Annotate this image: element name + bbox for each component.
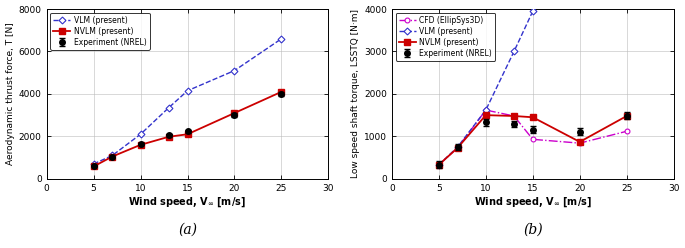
- VLM (present): [230, 69, 238, 72]
- NVLM (present): [510, 115, 518, 118]
- NVLM (present): [575, 140, 584, 143]
- Text: (a): (a): [178, 223, 197, 237]
- VLM (present): [510, 50, 518, 53]
- NVLM (present): [277, 90, 286, 93]
- VLM (present): [435, 163, 443, 166]
- NVLM (present): [230, 112, 238, 115]
- CFD (EllipSys3D): [482, 109, 490, 112]
- CFD (EllipSys3D): [623, 130, 631, 133]
- VLM (present): [482, 109, 490, 112]
- Line: VLM (present): VLM (present): [91, 36, 284, 166]
- NVLM (present): [482, 114, 490, 117]
- CFD (EllipSys3D): [510, 115, 518, 118]
- X-axis label: Wind speed, V$_\infty$ [m/s]: Wind speed, V$_\infty$ [m/s]: [128, 195, 247, 209]
- Line: CFD (EllipSys3D): CFD (EllipSys3D): [436, 108, 629, 167]
- VLM (present): [529, 10, 537, 13]
- Y-axis label: Aerodynamic thrust force, T [N]: Aerodynamic thrust force, T [N]: [5, 23, 14, 165]
- CFD (EllipSys3D): [435, 163, 443, 166]
- Line: VLM (present): VLM (present): [436, 9, 535, 167]
- Line: NVLM (present): NVLM (present): [91, 89, 284, 169]
- VLM (present): [90, 162, 98, 165]
- Legend: VLM (present), NVLM (present), Experiment (NREL): VLM (present), NVLM (present), Experimen…: [51, 13, 150, 50]
- NVLM (present): [164, 135, 173, 138]
- CFD (EllipSys3D): [453, 146, 462, 149]
- Line: NVLM (present): NVLM (present): [436, 112, 630, 168]
- Text: (b): (b): [523, 223, 543, 237]
- NVLM (present): [136, 143, 145, 146]
- VLM (present): [108, 154, 116, 157]
- NVLM (present): [453, 146, 462, 149]
- CFD (EllipSys3D): [529, 138, 537, 141]
- VLM (present): [136, 133, 145, 136]
- NVLM (present): [108, 155, 116, 158]
- VLM (present): [277, 37, 286, 40]
- NVLM (present): [529, 116, 537, 119]
- NVLM (present): [90, 165, 98, 168]
- VLM (present): [164, 106, 173, 109]
- VLM (present): [184, 89, 192, 92]
- NVLM (present): [623, 115, 631, 118]
- NVLM (present): [435, 163, 443, 166]
- Legend: CFD (EllipSys3D), VLM (present), NVLM (present), Experiment (NREL): CFD (EllipSys3D), VLM (present), NVLM (p…: [396, 13, 495, 61]
- NVLM (present): [184, 133, 192, 136]
- CFD (EllipSys3D): [575, 142, 584, 145]
- VLM (present): [453, 146, 462, 149]
- X-axis label: Wind speed, V$_\infty$ [m/s]: Wind speed, V$_\infty$ [m/s]: [474, 195, 592, 209]
- Y-axis label: Low speed shaft torque, LSSTQ [N·m]: Low speed shaft torque, LSSTQ [N·m]: [351, 9, 360, 178]
